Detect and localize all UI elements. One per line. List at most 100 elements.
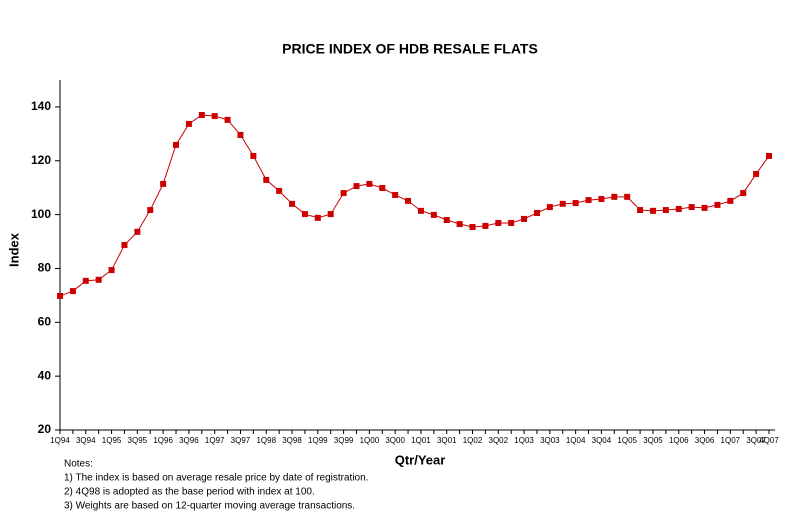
data-point [675, 205, 682, 212]
data-point [753, 170, 760, 177]
data-line [59, 114, 770, 297]
y-tick-label: 100 [31, 207, 51, 221]
y-axis-title: Index [6, 232, 21, 267]
data-point [443, 217, 450, 223]
data-point [198, 112, 205, 118]
x-tick-label: 3Q07 [746, 436, 766, 445]
data-point [598, 196, 605, 202]
x-tick-label: 3Q96 [179, 436, 199, 445]
data-point [392, 191, 399, 198]
data-point [469, 224, 476, 230]
x-tick-label: 1Q96 [153, 436, 173, 445]
data-point [224, 116, 231, 123]
data-point [353, 183, 360, 190]
data-point [495, 219, 502, 226]
x-tick-label: 1Q94 [50, 436, 70, 445]
data-point [327, 211, 334, 218]
data-point [611, 193, 618, 200]
data-point [366, 180, 373, 187]
data-point [637, 207, 644, 214]
data-point [289, 200, 296, 207]
data-point [185, 120, 192, 127]
y-tick-label: 20 [38, 422, 52, 436]
x-tick-label: 1Q00 [360, 436, 380, 445]
data-point [585, 197, 592, 204]
data-point [147, 207, 154, 214]
x-tick-label: 1Q06 [669, 436, 689, 445]
x-tick-label: 1Q01 [411, 436, 431, 445]
data-point [108, 267, 115, 274]
data-point [417, 207, 424, 214]
x-tick-label: 3Q95 [128, 436, 148, 445]
data-point [508, 219, 515, 226]
x-tick-label: 1Q02 [463, 436, 483, 445]
y-tick-label: 60 [38, 314, 52, 328]
data-point [533, 210, 540, 216]
data-point [211, 113, 218, 120]
data-point [740, 190, 747, 197]
x-tick-label: 3Q00 [385, 436, 405, 445]
y-tick-label: 140 [31, 99, 51, 113]
x-tick-label: 1Q99 [308, 436, 328, 445]
data-point [546, 204, 553, 211]
data-point [301, 211, 308, 218]
data-point [82, 277, 89, 284]
note: Notes: [64, 459, 93, 470]
data-point [69, 288, 76, 295]
data-point [250, 152, 257, 159]
data-point [662, 207, 669, 214]
data-point [701, 204, 708, 211]
data-point [314, 214, 321, 221]
x-tick-label: 4Q07 [759, 436, 779, 445]
data-point [379, 184, 386, 191]
data-point [456, 221, 463, 228]
x-tick-label: 3Q05 [643, 436, 663, 445]
note: 2) 4Q98 is adopted as the base period wi… [64, 487, 315, 498]
note: 3) Weights are based on 12-quarter movin… [64, 501, 355, 512]
data-point [572, 200, 579, 207]
data-point [263, 176, 270, 183]
data-point [559, 200, 566, 207]
x-tick-label: 3Q04 [592, 436, 612, 445]
y-tick-label: 40 [38, 368, 52, 382]
x-tick-label: 1Q04 [566, 436, 586, 445]
x-tick-label: 3Q01 [437, 436, 457, 445]
x-tick-label: 1Q95 [102, 436, 122, 445]
data-point [134, 228, 141, 235]
data-point [482, 222, 489, 229]
x-tick-label: 1Q07 [721, 436, 741, 445]
data-point [57, 292, 63, 299]
note: 1) The index is based on average resale … [64, 473, 368, 484]
data-point [649, 207, 656, 214]
data-point [173, 141, 180, 148]
x-tick-label: 3Q03 [540, 436, 560, 445]
y-tick-label: 120 [31, 153, 51, 167]
data-point [624, 193, 631, 200]
chart-title: PRICE INDEX OF HDB RESALE FLATS [282, 41, 538, 57]
data-point [766, 152, 772, 159]
data-point [121, 242, 128, 249]
x-tick-label: 3Q06 [695, 436, 715, 445]
data-point [714, 201, 721, 208]
x-tick-label: 3Q94 [76, 436, 96, 445]
x-tick-label: 3Q98 [282, 436, 302, 445]
data-point [521, 215, 528, 222]
data-point [727, 197, 734, 204]
x-tick-label: 1Q98 [256, 436, 276, 445]
x-tick-label: 1Q05 [617, 436, 637, 445]
data-point [405, 197, 412, 204]
x-tick-label: 1Q97 [205, 436, 225, 445]
data-point [237, 131, 244, 138]
x-axis-title: Qtr/Year [395, 452, 446, 467]
data-point [95, 276, 102, 283]
data-point [160, 180, 167, 187]
data-point [688, 204, 695, 211]
x-tick-label: 3Q97 [231, 436, 251, 445]
data-point [276, 187, 283, 194]
y-tick-label: 80 [38, 261, 52, 275]
x-tick-label: 3Q02 [489, 436, 509, 445]
x-tick-label: 3Q99 [334, 436, 354, 445]
data-point [340, 190, 347, 197]
data-point [430, 211, 437, 218]
